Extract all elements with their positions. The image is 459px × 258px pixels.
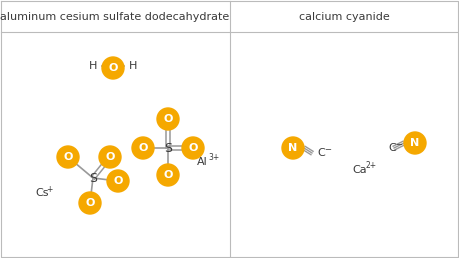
Circle shape <box>57 146 79 168</box>
Circle shape <box>182 137 204 159</box>
Text: 2+: 2+ <box>365 160 376 170</box>
Text: O: O <box>63 152 73 162</box>
Circle shape <box>79 192 101 214</box>
Text: O: O <box>163 114 173 124</box>
Text: −: − <box>153 140 160 149</box>
Text: +: + <box>46 184 52 194</box>
Text: Al: Al <box>197 157 208 167</box>
Circle shape <box>102 57 124 79</box>
Circle shape <box>404 132 426 154</box>
Circle shape <box>157 164 179 186</box>
Circle shape <box>107 170 129 192</box>
Text: S: S <box>89 172 97 184</box>
Text: C: C <box>317 148 325 158</box>
Text: −: − <box>178 167 185 176</box>
Text: −: − <box>324 146 331 155</box>
Text: N: N <box>288 143 297 153</box>
Text: C: C <box>388 143 396 153</box>
Text: O: O <box>85 198 95 208</box>
Text: −: − <box>128 173 135 182</box>
Text: N: N <box>410 138 420 148</box>
Circle shape <box>132 137 154 159</box>
Text: calcium cyanide: calcium cyanide <box>299 12 389 22</box>
Text: aluminum cesium sulfate dodecahydrate: aluminum cesium sulfate dodecahydrate <box>0 12 230 22</box>
Text: S: S <box>164 141 172 155</box>
Text: O: O <box>188 143 198 153</box>
Circle shape <box>282 137 304 159</box>
Text: H: H <box>89 61 97 71</box>
Circle shape <box>99 146 121 168</box>
Text: O: O <box>105 152 115 162</box>
Text: −: − <box>395 141 402 149</box>
Text: −: − <box>78 149 85 158</box>
Text: O: O <box>138 143 148 153</box>
Circle shape <box>157 108 179 130</box>
Text: O: O <box>163 170 173 180</box>
Text: O: O <box>108 63 118 73</box>
Text: O: O <box>113 176 123 186</box>
Text: 3+: 3+ <box>208 154 219 163</box>
Text: H: H <box>129 61 137 71</box>
Text: Cs: Cs <box>35 188 49 198</box>
Text: Ca: Ca <box>352 165 367 175</box>
